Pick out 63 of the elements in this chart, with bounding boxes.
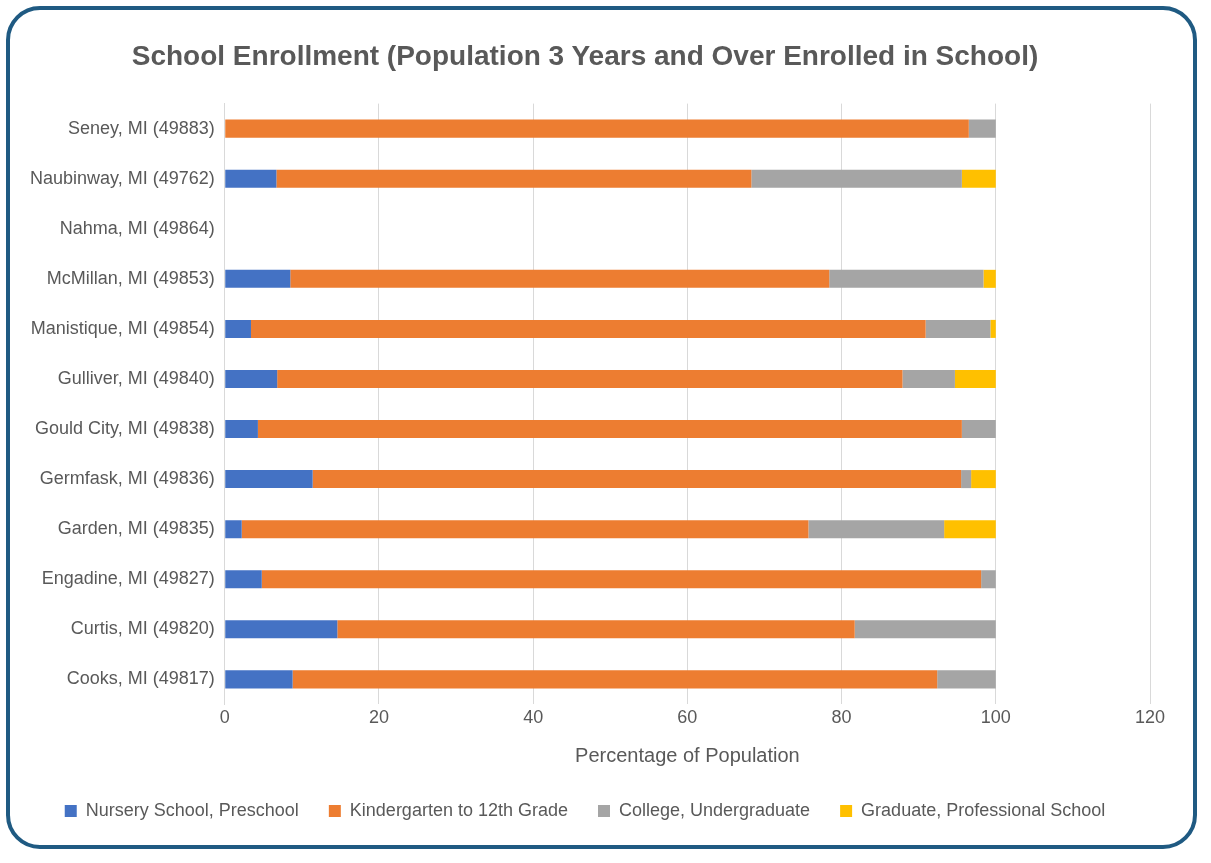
bar bbox=[751, 169, 962, 188]
y-tick-label: McMillan, MI (49853) bbox=[46, 267, 215, 288]
bar bbox=[277, 369, 903, 388]
x-tick-label: 0 bbox=[219, 707, 230, 728]
x-tick-label: 20 bbox=[368, 707, 389, 728]
bar bbox=[225, 570, 262, 589]
y-tick-label: Gould City, MI (49838) bbox=[35, 418, 215, 438]
y-tick-label: Naubinway, MI (49762) bbox=[29, 167, 215, 188]
bar bbox=[225, 269, 291, 288]
bar bbox=[312, 470, 962, 489]
x-tick-label: 80 bbox=[831, 707, 852, 728]
legend-label: College, Undergraduate bbox=[618, 799, 811, 820]
bar bbox=[225, 470, 313, 489]
x-tick-label: 60 bbox=[677, 707, 698, 728]
x-tick-label: 40 bbox=[523, 707, 544, 728]
bar bbox=[225, 319, 251, 338]
bar bbox=[250, 319, 926, 338]
legend-label: Nursery School, Preschool bbox=[85, 799, 299, 820]
legend-label: Graduate, Professional School bbox=[861, 799, 1106, 820]
y-tick-label: Germfask, MI (49836) bbox=[39, 468, 215, 489]
x-tick-label: 120 bbox=[1134, 707, 1166, 728]
x-axis-title: Percentage of Population bbox=[575, 743, 800, 766]
bar bbox=[961, 470, 972, 489]
legend-label: Kindergarten to 12th Grade bbox=[349, 799, 568, 820]
bar bbox=[225, 169, 277, 188]
bar bbox=[337, 620, 855, 639]
y-tick-label: Seney, MI (49883) bbox=[68, 117, 215, 138]
y-tick-label: Nahma, MI (49864) bbox=[59, 217, 215, 238]
y-tick-label: Engadine, MI (49827) bbox=[41, 568, 215, 589]
y-tick-label: Curtis, MI (49820) bbox=[70, 618, 215, 639]
bar bbox=[925, 319, 991, 338]
y-tick-label: Garden, MI (49835) bbox=[57, 518, 215, 539]
bar bbox=[854, 620, 996, 639]
bar bbox=[971, 470, 996, 489]
bar bbox=[225, 119, 969, 138]
chart-title: School Enrollment (Population 3 Years and Over Enrolled in School) bbox=[131, 39, 1039, 71]
bar bbox=[990, 319, 996, 338]
bar bbox=[290, 269, 830, 288]
bar bbox=[261, 570, 982, 589]
bar bbox=[292, 670, 938, 689]
bar bbox=[954, 369, 996, 388]
bar bbox=[937, 670, 996, 689]
bar bbox=[961, 169, 996, 188]
bar bbox=[961, 420, 996, 439]
y-tick-label: Gulliver, MI (49840) bbox=[57, 367, 215, 388]
bar bbox=[225, 420, 258, 439]
bar bbox=[968, 119, 996, 138]
x-tick-label: 100 bbox=[980, 707, 1011, 728]
bar bbox=[276, 169, 752, 188]
y-tick-label: Manistique, MI (49854) bbox=[30, 317, 215, 338]
bar bbox=[983, 269, 996, 288]
bar bbox=[225, 520, 242, 539]
bar bbox=[225, 620, 338, 639]
bar bbox=[241, 520, 809, 539]
bar bbox=[902, 369, 955, 388]
bar bbox=[225, 670, 293, 689]
bar bbox=[829, 269, 984, 288]
y-tick-label: Cooks, MI (49817) bbox=[66, 668, 215, 689]
bar bbox=[225, 369, 278, 388]
bar bbox=[808, 520, 945, 539]
bar bbox=[981, 570, 996, 589]
bar bbox=[257, 420, 962, 439]
bar bbox=[944, 520, 996, 539]
